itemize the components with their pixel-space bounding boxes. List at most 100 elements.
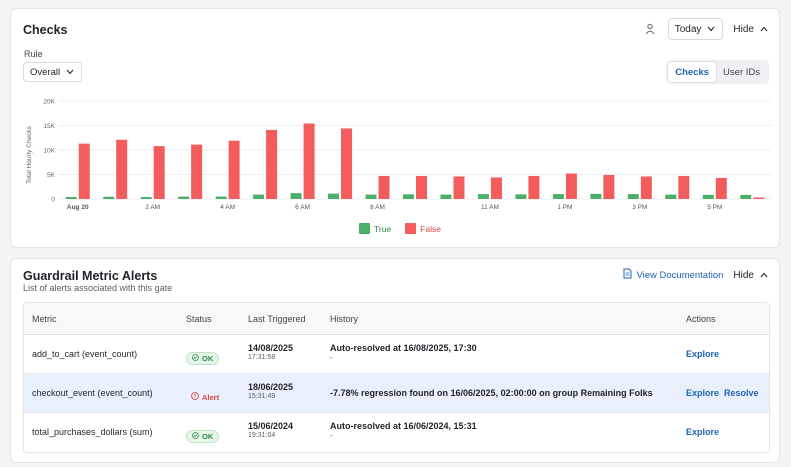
- col-actions: Actions: [686, 314, 716, 324]
- y-tick-label: 0: [51, 197, 55, 204]
- last-triggered: 14/08/2025 17:31:58: [248, 343, 293, 361]
- explore-link[interactable]: Explore: [686, 349, 720, 359]
- bar-true[interactable]: [365, 194, 377, 199]
- bar-true[interactable]: [215, 196, 227, 199]
- actions: Explore: [686, 349, 719, 359]
- bar-true[interactable]: [477, 194, 489, 199]
- legend-item-false[interactable]: False: [405, 223, 441, 234]
- status-cell: Alert: [186, 387, 224, 405]
- bar-false[interactable]: [715, 177, 727, 199]
- y-tick-label: 20K: [43, 99, 55, 106]
- table-row[interactable]: add_to_cart (event_count) OK 14/08/2025 …: [24, 335, 769, 374]
- alerts-title: Guardrail Metric Alerts: [23, 269, 158, 283]
- bar-true[interactable]: [515, 194, 527, 199]
- bar-true[interactable]: [178, 196, 190, 199]
- rule-dropdown[interactable]: Overall: [23, 62, 83, 82]
- guardrail-alerts-card: Guardrail Metric Alerts List of alerts a…: [10, 258, 780, 463]
- view-documentation-link[interactable]: View Documentation: [623, 268, 723, 282]
- bar-false[interactable]: [640, 176, 652, 199]
- alerts-table: Metric Status Last Triggered History Act…: [23, 302, 770, 453]
- view-toggle: Checks User IDs: [666, 60, 769, 84]
- bar-false[interactable]: [678, 175, 690, 199]
- status-label: OK: [202, 354, 214, 363]
- x-tick-label: Aug 20: [67, 204, 89, 211]
- hide-label: Hide: [733, 269, 754, 281]
- bar-true[interactable]: [552, 194, 564, 199]
- metric-name: add_to_cart (event_count): [32, 349, 138, 359]
- last-triggered-time: 19:31:04: [248, 432, 276, 439]
- resolve-link[interactable]: Resolve: [724, 388, 759, 398]
- chevron-down-icon: [706, 24, 716, 34]
- bar-true[interactable]: [403, 194, 414, 199]
- checks-hide-button[interactable]: Hide: [733, 24, 769, 35]
- bar-true[interactable]: [140, 197, 152, 199]
- status-cell: OK: [186, 426, 220, 444]
- rule-value: Overall: [30, 66, 61, 78]
- status-badge: OK: [186, 352, 220, 365]
- last-triggered-date: 15/06/2024: [248, 421, 294, 431]
- bar-false[interactable]: [266, 129, 278, 199]
- explore-link[interactable]: Explore: [686, 427, 720, 437]
- table-row[interactable]: total_purchases_dollars (sum) OK 15/06/2…: [24, 413, 769, 452]
- bar-false[interactable]: [528, 175, 540, 199]
- bar-true[interactable]: [290, 193, 302, 199]
- bar-false[interactable]: [416, 175, 427, 199]
- col-history: History: [330, 314, 359, 324]
- bar-true[interactable]: [740, 194, 752, 199]
- bar-false[interactable]: [153, 146, 165, 199]
- metric-name: checkout_event (event_count): [32, 388, 153, 398]
- last-triggered: 15/06/2024 19:31:04: [248, 421, 293, 439]
- legend-label-true: True: [374, 223, 392, 234]
- bar-false[interactable]: [453, 176, 465, 199]
- bar-true[interactable]: [328, 193, 340, 199]
- status-cell: OK: [186, 348, 220, 366]
- x-tick-label: 3 PM: [632, 204, 647, 211]
- x-tick-label: 4 AM: [220, 204, 235, 211]
- bar-true[interactable]: [702, 194, 714, 199]
- status-badge: Alert: [186, 391, 224, 403]
- bar-true[interactable]: [590, 193, 602, 199]
- bar-false[interactable]: [228, 140, 240, 199]
- bar-false[interactable]: [378, 175, 390, 199]
- metric-name: total_purchases_dollars (sum): [32, 427, 153, 437]
- alerts-hide-button[interactable]: Hide: [733, 270, 769, 281]
- status-label: OK: [202, 432, 214, 441]
- table-row[interactable]: checkout_event (event_count) Alert 18/06…: [24, 374, 769, 413]
- view-documentation-label: View Documentation: [636, 269, 724, 281]
- alerts-header-controls: View Documentation Hide: [623, 268, 769, 282]
- bar-false[interactable]: [565, 173, 577, 199]
- hide-label: Hide: [733, 23, 754, 35]
- bar-true[interactable]: [253, 194, 265, 199]
- bar-true[interactable]: [65, 197, 77, 199]
- bar-false[interactable]: [303, 123, 315, 199]
- bar-false[interactable]: [116, 139, 128, 199]
- chevron-up-icon: [759, 24, 769, 34]
- bar-false[interactable]: [191, 144, 203, 199]
- person-icon[interactable]: [642, 21, 658, 37]
- bar-true[interactable]: [665, 194, 677, 199]
- y-axis-label: Total Hourly Checks: [26, 125, 33, 184]
- bar-false[interactable]: [753, 197, 765, 199]
- last-triggered-time: 15:31:49: [248, 393, 276, 400]
- date-range-dropdown[interactable]: Today: [667, 18, 724, 40]
- bar-true[interactable]: [103, 196, 115, 199]
- bar-false[interactable]: [78, 143, 90, 199]
- chart-legend: True False: [359, 223, 441, 234]
- last-triggered-time: 17:31:58: [248, 354, 276, 361]
- bar-false[interactable]: [603, 174, 615, 199]
- document-icon: [623, 268, 632, 282]
- tab-user-ids[interactable]: User IDs: [723, 66, 760, 78]
- status-badge: OK: [186, 430, 220, 443]
- bar-false[interactable]: [490, 177, 502, 199]
- x-tick-label: 8 AM: [370, 204, 385, 211]
- y-tick-label: 10K: [43, 148, 55, 155]
- tab-checks[interactable]: Checks: [668, 62, 717, 82]
- history-text: Auto-resolved at 16/06/2024, 15:31: [330, 421, 477, 431]
- alerts-subtitle: List of alerts associated with this gate: [23, 283, 173, 293]
- bar-true[interactable]: [627, 194, 639, 199]
- legend-item-true[interactable]: True: [359, 223, 391, 234]
- explore-link[interactable]: Explore: [686, 388, 720, 398]
- last-triggered-date: 18/06/2025: [248, 382, 294, 392]
- bar-true[interactable]: [440, 194, 452, 199]
- bar-false[interactable]: [341, 128, 353, 199]
